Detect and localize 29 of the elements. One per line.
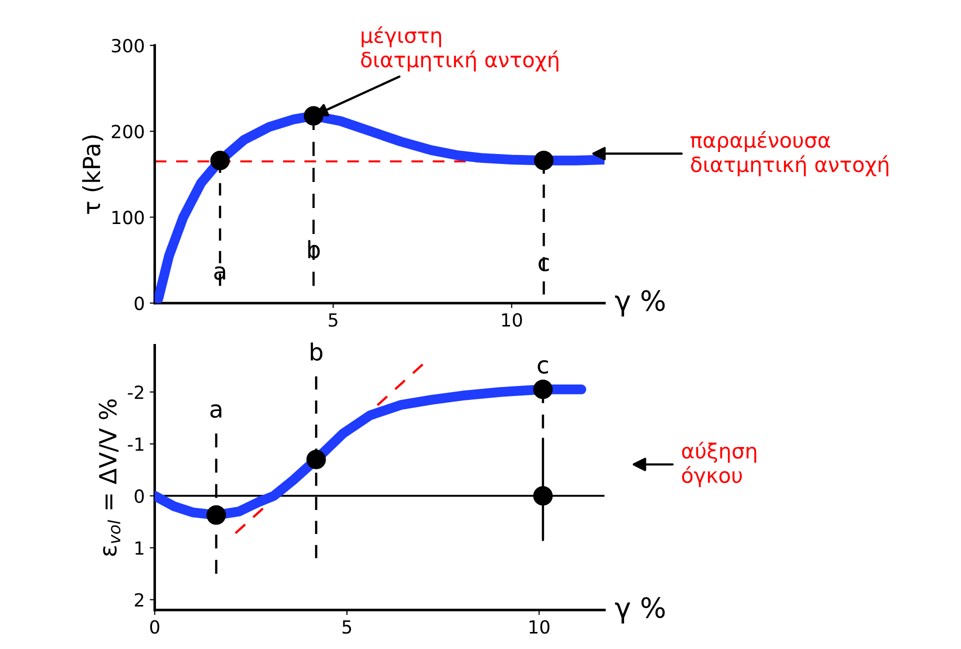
x-tick-label: 10: [530, 620, 550, 634]
annotation: a: [214, 266, 226, 280]
annotation: c: [538, 360, 548, 374]
x-tick-label: 5: [328, 313, 338, 327]
text: αύξηση όγκου: [682, 442, 756, 488]
point: [206, 505, 226, 525]
y-tick-label: 300: [112, 38, 144, 53]
y-axis-title: τ (kPa): [82, 136, 104, 214]
y-tick-label: -1: [128, 438, 144, 451]
x-tick-label: 10: [502, 313, 522, 327]
x-axis-title: γ %: [615, 290, 665, 317]
y-tick-label: 200: [112, 124, 144, 138]
annotation: μέγιστη διατμητική αντοχή: [361, 26, 558, 72]
x-tick-label: 0: [150, 620, 160, 634]
point: [306, 450, 326, 470]
point: [533, 380, 553, 400]
x-axis-title: γ %: [615, 597, 665, 624]
y-axis-title: ε$_{vol}$ = ΔV/V %: [98, 399, 120, 556]
text: παραμένουσα διατμητική αντοχή: [690, 130, 888, 176]
y-tick-label: 2: [134, 593, 144, 607]
annotation: b: [310, 342, 322, 361]
y-tick-label: 100: [112, 210, 144, 224]
y-tick-label: -2: [128, 385, 144, 399]
point: [533, 486, 553, 506]
x-tick-label: 5: [342, 620, 352, 634]
annotation: a: [210, 404, 222, 418]
y-tick-label: 1: [135, 541, 144, 555]
y-tick-label: 0: [134, 489, 144, 503]
y-tick-label: 0: [134, 296, 144, 310]
